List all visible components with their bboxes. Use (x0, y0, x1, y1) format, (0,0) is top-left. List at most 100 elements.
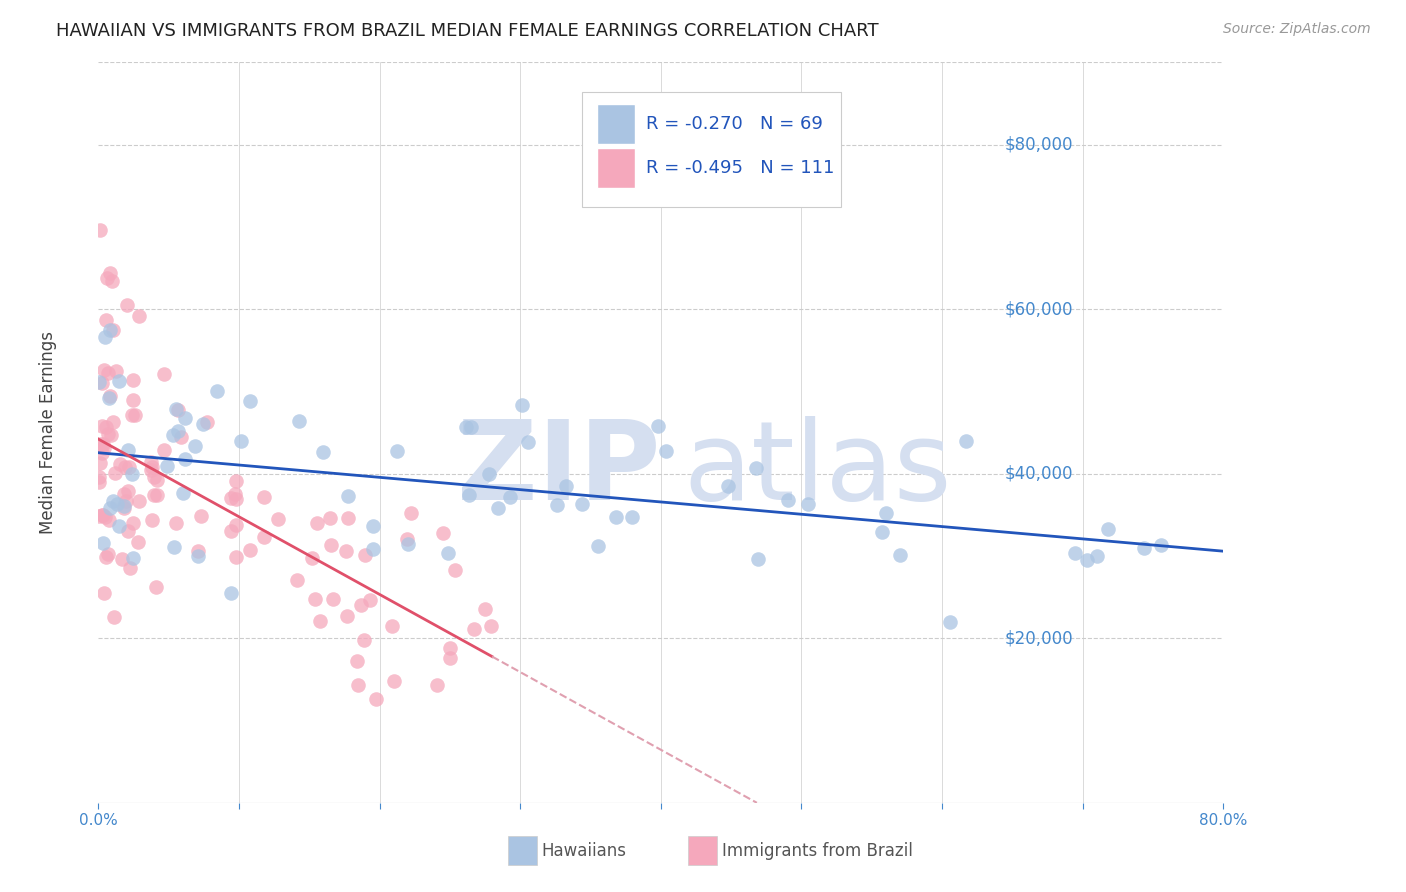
Point (174, 451, 197, 466)
Point (112, 487, 135, 501)
Point (115, 493, 138, 508)
Point (288, 414, 311, 428)
Point (89, 223, 111, 237)
Point (463, 623, 485, 637)
Point (219, 491, 242, 505)
Point (499, 490, 522, 504)
Text: HAWAIIAN VS IMMIGRANTS FROM BRAZIL MEDIAN FEMALE EARNINGS CORRELATION CHART: HAWAIIAN VS IMMIGRANTS FROM BRAZIL MEDIA… (56, 22, 879, 40)
Point (1133, 541, 1156, 556)
Point (187, 544, 209, 558)
Point (103, 415, 125, 429)
Point (359, 593, 381, 607)
Point (361, 518, 384, 533)
Point (510, 398, 533, 412)
Point (94, 329, 117, 343)
Point (225, 474, 247, 488)
Point (870, 524, 893, 539)
Point (121, 551, 143, 566)
Point (98, 391, 121, 405)
Point (647, 418, 669, 433)
Point (104, 466, 127, 480)
Point (486, 500, 509, 515)
Point (361, 542, 384, 557)
Text: atlas: atlas (683, 417, 952, 523)
Point (94, 549, 117, 564)
Point (337, 489, 360, 503)
Point (114, 459, 136, 474)
Point (128, 493, 150, 508)
Point (97, 547, 120, 561)
Point (460, 420, 482, 434)
Point (105, 497, 128, 511)
Point (111, 552, 134, 566)
Point (304, 592, 326, 607)
Point (153, 443, 176, 458)
Point (143, 488, 166, 502)
Point (456, 420, 478, 434)
Point (479, 619, 502, 633)
Point (87, 376, 110, 390)
Point (96, 419, 118, 434)
Point (93, 441, 115, 455)
Point (474, 602, 496, 616)
Point (139, 463, 162, 477)
Point (91, 536, 114, 550)
Point (128, 309, 150, 323)
Point (336, 608, 359, 623)
Point (172, 486, 194, 500)
Point (89, 470, 111, 484)
Point (366, 691, 388, 706)
Point (96, 271, 118, 285)
Text: Source: ZipAtlas.com: Source: ZipAtlas.com (1223, 22, 1371, 37)
FancyBboxPatch shape (582, 92, 841, 207)
Point (253, 530, 276, 544)
Point (219, 524, 242, 539)
Point (94, 313, 117, 327)
Point (939, 615, 962, 629)
Point (167, 402, 190, 417)
Point (89, 475, 111, 490)
Point (555, 479, 578, 493)
Text: $60,000: $60,000 (1005, 301, 1074, 318)
Point (117, 484, 139, 499)
Point (350, 598, 373, 612)
Point (167, 424, 190, 438)
Point (156, 459, 179, 474)
Point (267, 512, 290, 526)
Point (346, 654, 368, 668)
Point (146, 488, 169, 502)
Point (571, 498, 593, 512)
Point (91, 376, 114, 390)
Point (122, 516, 145, 530)
Point (337, 510, 360, 524)
Point (117, 524, 139, 538)
Point (112, 501, 135, 516)
Point (225, 492, 247, 507)
Point (605, 509, 627, 524)
Point (103, 609, 125, 624)
Point (108, 457, 131, 471)
Point (127, 535, 149, 549)
Point (229, 434, 252, 448)
Point (98, 500, 121, 515)
Point (89, 508, 111, 523)
Point (98, 266, 121, 280)
Point (145, 580, 167, 594)
Point (153, 367, 176, 381)
Point (91, 437, 114, 451)
Point (437, 546, 460, 560)
Point (458, 488, 481, 502)
Point (309, 614, 332, 628)
Point (889, 548, 911, 562)
Point (225, 549, 247, 564)
Point (122, 392, 145, 407)
Point (90, 440, 112, 454)
Point (319, 510, 342, 524)
Point (439, 651, 461, 665)
Text: Median Female Earnings: Median Female Earnings (39, 331, 56, 534)
Point (335, 544, 357, 558)
Point (875, 507, 897, 521)
Point (778, 492, 800, 507)
Point (301, 550, 323, 565)
Point (191, 417, 214, 431)
